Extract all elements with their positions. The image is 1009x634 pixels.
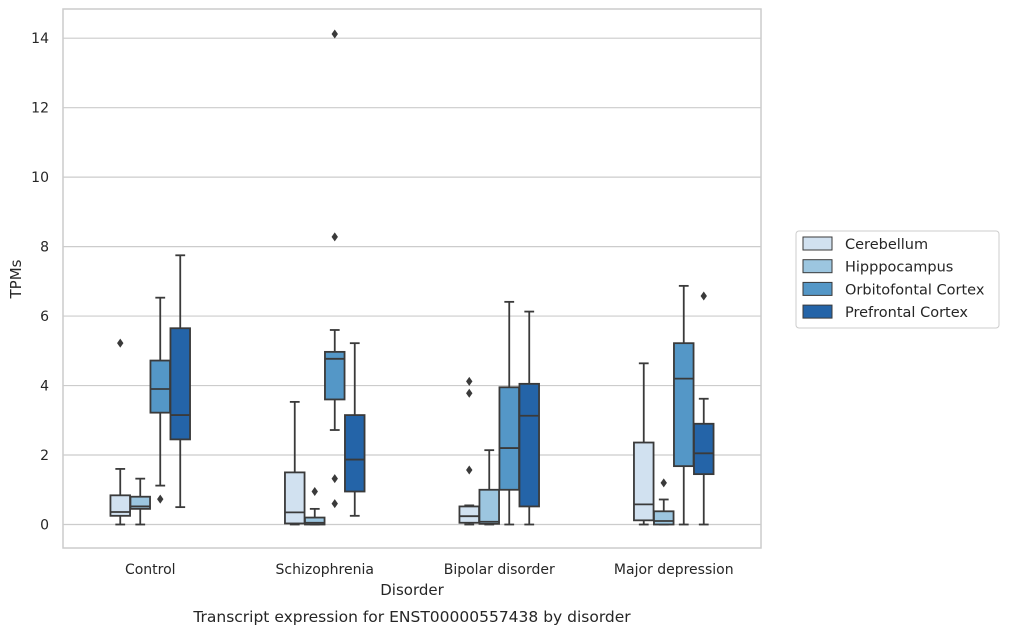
x-tick-label: Control bbox=[125, 562, 176, 578]
box-body bbox=[673, 342, 695, 468]
outlier-point bbox=[660, 478, 667, 488]
x-axis-title: Disorder bbox=[380, 581, 444, 599]
legend-swatch bbox=[802, 236, 833, 251]
y-tick-labels: 0 2 4 6 8 10 12 14 bbox=[31, 31, 49, 533]
outlier-point bbox=[117, 338, 124, 348]
outlier-point bbox=[466, 388, 473, 398]
box-hipppocampus bbox=[653, 478, 675, 526]
box-body bbox=[324, 350, 346, 401]
legend-swatch bbox=[802, 259, 833, 274]
box-body bbox=[478, 488, 500, 525]
box-cerebellum bbox=[284, 400, 306, 526]
legend-label: Orbitofontal Cortex bbox=[845, 282, 985, 298]
legend-label: Prefrontal Cortex bbox=[845, 305, 968, 321]
legend-label: Cerebellum bbox=[845, 237, 928, 253]
box-orbitofontal-cortex bbox=[149, 296, 171, 504]
y-tick-label: 8 bbox=[40, 240, 49, 256]
box-body bbox=[169, 327, 191, 441]
outlier-point bbox=[311, 487, 318, 497]
outlier-point bbox=[331, 474, 338, 484]
x-tick-label: Bipolar disorder bbox=[444, 562, 555, 578]
outlier-point bbox=[331, 499, 338, 509]
box-body bbox=[693, 422, 715, 476]
box-cerebellum bbox=[458, 376, 480, 526]
box-body bbox=[304, 516, 326, 526]
y-tick-label: 10 bbox=[31, 170, 49, 186]
legend: Cerebellum Hipppocampus Orbitofontal Corte… bbox=[795, 230, 1000, 329]
box-prefrontal-cortex bbox=[169, 254, 191, 509]
y-axis-title: TPMs bbox=[7, 259, 25, 299]
outlier-point bbox=[466, 376, 473, 386]
y-tick-label: 4 bbox=[40, 379, 49, 395]
y-tick-label: 2 bbox=[40, 448, 49, 464]
box-hipppocampus bbox=[129, 477, 151, 526]
y-tick-label: 0 bbox=[40, 518, 49, 534]
y-tick-label: 12 bbox=[31, 101, 49, 117]
box-prefrontal-cortex bbox=[693, 291, 715, 526]
box-prefrontal-cortex bbox=[344, 342, 366, 517]
box-hipppocampus bbox=[304, 487, 326, 526]
outlier-point bbox=[700, 291, 707, 301]
chart-caption: Transcript expression for ENST0000055743… bbox=[192, 608, 631, 626]
box-body bbox=[633, 441, 655, 522]
box-body bbox=[498, 386, 520, 491]
y-tick-label: 6 bbox=[40, 309, 49, 325]
box-orbitofontal-cortex bbox=[324, 29, 346, 509]
x-tick-label: Schizophrenia bbox=[276, 562, 374, 578]
legend-frame bbox=[795, 230, 1000, 329]
box-body bbox=[518, 382, 540, 508]
legend-swatch bbox=[802, 281, 833, 296]
box-cerebellum bbox=[633, 362, 655, 526]
legend-swatch bbox=[802, 304, 833, 319]
box-body bbox=[653, 510, 675, 526]
box-body bbox=[149, 359, 171, 414]
box-body bbox=[458, 505, 480, 524]
box-body bbox=[344, 414, 366, 493]
y-tick-label: 14 bbox=[31, 31, 49, 47]
box-cerebellum bbox=[109, 338, 131, 526]
outlier-point bbox=[331, 29, 338, 39]
x-tick-label: Major depression bbox=[614, 562, 734, 578]
box-hipppocampus bbox=[478, 449, 500, 526]
outlier-point bbox=[157, 494, 164, 504]
gridlines bbox=[63, 37, 761, 526]
plot-frame bbox=[62, 8, 762, 549]
box-orbitofontal-cortex bbox=[673, 284, 695, 526]
legend-label: Hipppocampus bbox=[845, 260, 953, 276]
x-tick-labels: Control Schizophrenia Bipolar disorder Majo… bbox=[125, 562, 734, 578]
outlier-point bbox=[466, 465, 473, 475]
box-orbitofontal-cortex bbox=[498, 300, 520, 526]
box-layer bbox=[109, 29, 715, 526]
box-prefrontal-cortex bbox=[518, 310, 540, 526]
box-body bbox=[284, 471, 306, 525]
outlier-point bbox=[331, 232, 338, 242]
